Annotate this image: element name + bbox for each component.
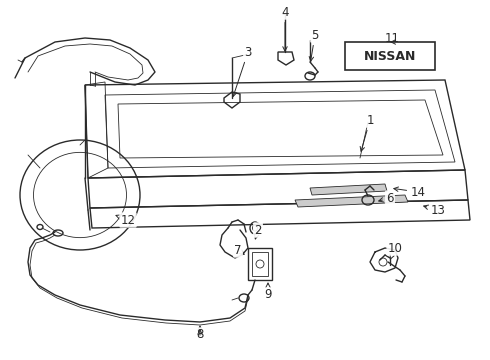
Text: 14: 14	[394, 185, 425, 198]
Text: 2: 2	[254, 224, 262, 239]
Text: 3: 3	[233, 45, 252, 96]
Text: NISSAN: NISSAN	[364, 50, 416, 63]
Polygon shape	[295, 195, 408, 207]
Text: 12: 12	[116, 213, 136, 226]
Text: 4: 4	[281, 5, 289, 51]
Text: 1: 1	[360, 113, 374, 151]
Text: 7: 7	[234, 243, 244, 257]
Text: 5: 5	[309, 28, 318, 61]
Text: 11: 11	[385, 32, 399, 45]
Polygon shape	[310, 184, 387, 195]
Text: 13: 13	[424, 203, 445, 216]
Text: 6: 6	[379, 192, 394, 204]
Text: 9: 9	[264, 283, 272, 302]
Text: 8: 8	[196, 326, 204, 342]
FancyBboxPatch shape	[345, 42, 435, 70]
Text: 10: 10	[388, 242, 402, 259]
